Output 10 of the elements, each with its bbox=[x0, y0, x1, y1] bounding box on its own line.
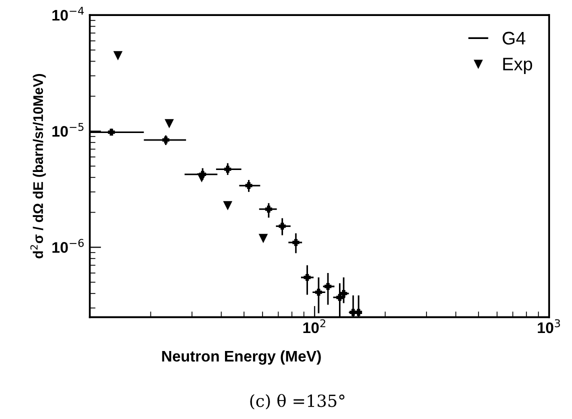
text: (c) θ =135° bbox=[250, 394, 344, 410]
legend-label: Exp bbox=[503, 58, 532, 74]
x-axis-title: Neutron Energy (MeV) bbox=[162, 350, 321, 365]
y-tick-label: 10$^{−5}$ bbox=[52, 122, 84, 137]
y-tick-label: 10$^{−4}$ bbox=[52, 6, 84, 21]
y-axis-title: d$^{2}$σ / dΩ dE (barn/sr/10MeV) bbox=[30, 74, 46, 258]
x-tick-label: 10$^{2}$ bbox=[303, 319, 326, 334]
y-tick-label: 10$^{−6}$ bbox=[52, 238, 84, 253]
x-tick-label: 10$^{3}$ bbox=[538, 319, 560, 334]
legend-label: G4 bbox=[502, 32, 526, 45]
